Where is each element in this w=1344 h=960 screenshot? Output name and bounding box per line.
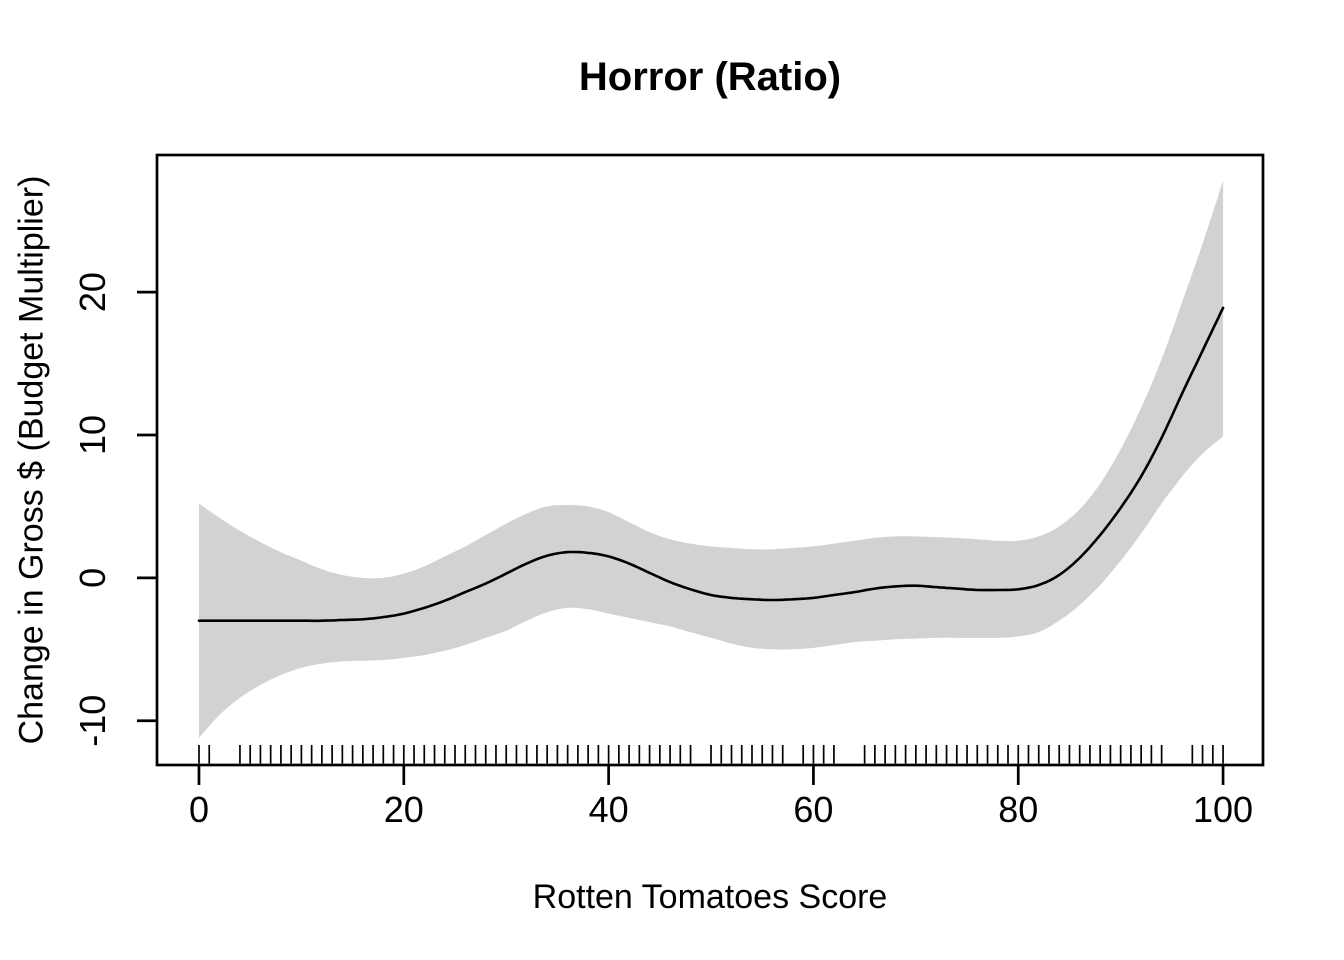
x-tick-label: 20 [384,789,424,830]
y-tick-label: 10 [72,415,113,455]
x-tick-label: 40 [589,789,629,830]
chart-title: Horror (Ratio) [578,55,842,99]
x-tick-label: 80 [998,789,1038,830]
y-axis-label: Change in Gross $ (Budget Multiplier) [12,175,51,745]
x-tick-label: 60 [793,789,833,830]
y-tick-label: -10 [72,695,113,747]
x-tick-label: 100 [1193,789,1253,830]
plot-border [155,153,1265,767]
y-tick-label: 20 [72,272,113,312]
x-axis-label: Rotten Tomatoes Score [532,878,888,916]
x-tick-label: 0 [189,789,209,830]
y-tick-label: 0 [72,568,113,588]
confidence-band [199,180,1224,738]
fitted-smooth-line [197,306,1225,623]
